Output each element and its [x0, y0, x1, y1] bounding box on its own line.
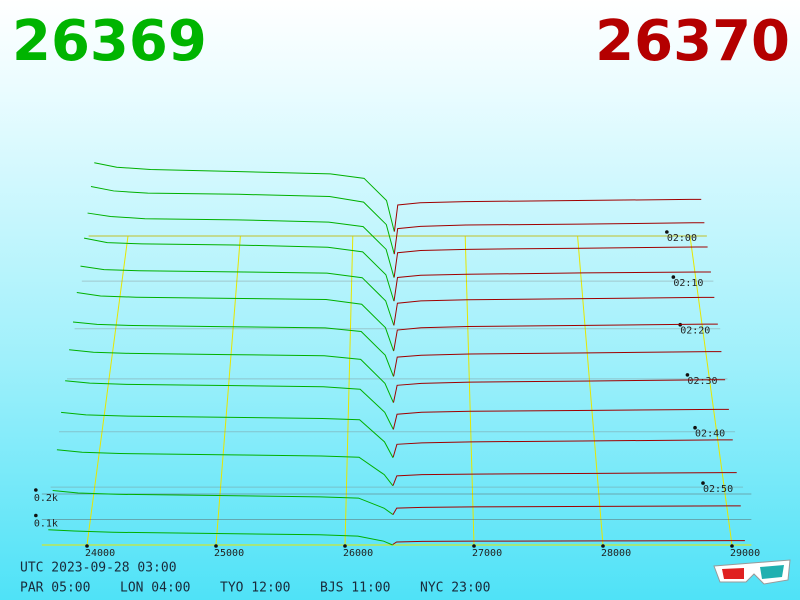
tick-dot	[693, 425, 697, 430]
bid-depth-line	[87, 212, 395, 278]
ask-depth-line	[392, 472, 737, 486]
grid-line	[577, 235, 604, 546]
bid-depth-line	[90, 185, 395, 254]
ask-depth-line	[392, 505, 741, 515]
tick-dot	[343, 544, 347, 548]
time-tick-label: 02:00	[667, 233, 697, 244]
ask-depth-line	[392, 379, 726, 403]
tick-dot	[34, 488, 38, 492]
zone-clock: TYO 12:00	[220, 581, 290, 596]
bid-depth-line	[48, 529, 393, 546]
x-tick-label: 24000	[85, 548, 115, 559]
time-tick-label: 02:40	[695, 429, 725, 440]
bid-depth-line	[80, 265, 395, 326]
ask-depth-line	[393, 222, 705, 255]
grid-line	[689, 235, 733, 546]
tick-dot	[214, 544, 218, 548]
bid-depth-line	[52, 490, 394, 515]
utc-clock: UTC 2023-09-28 03:00	[20, 561, 177, 576]
tick-dot	[34, 513, 38, 518]
x-tick-label: 26000	[343, 548, 373, 559]
ask-depth-line	[392, 439, 733, 458]
zone-clock: LON 04:00	[120, 581, 190, 596]
ask-depth-line	[392, 408, 729, 430]
grid-line	[344, 235, 354, 546]
bid-depth-line	[61, 411, 394, 459]
tick-dot	[730, 544, 734, 548]
ask-price: 26370	[595, 9, 790, 74]
x-tick-label: 28000	[601, 548, 631, 559]
bid-depth-line	[69, 349, 394, 403]
ask-depth-line	[393, 296, 715, 326]
tick-dot	[665, 230, 669, 234]
x-tick-label: 25000	[214, 548, 244, 559]
ask-depth-line	[393, 351, 722, 377]
tick-dot	[472, 544, 476, 548]
zone-clock: NYC 23:00	[420, 581, 490, 596]
tick-dot	[85, 544, 89, 548]
depth-tick-label: 0.1k	[34, 519, 58, 530]
ask-depth-line	[393, 271, 711, 302]
tick-dot	[601, 544, 605, 548]
tick-dot	[685, 373, 690, 377]
ask-depth-line	[393, 198, 702, 232]
bid-depth-line	[56, 449, 394, 487]
x-tick-label: 29000	[730, 548, 760, 559]
grid-line	[215, 235, 241, 546]
bid-depth-line	[94, 162, 395, 232]
grid-line	[464, 235, 475, 546]
x-tick-label: 27000	[472, 548, 502, 559]
tick-dot	[701, 481, 705, 485]
zone-clock: PAR 05:00	[20, 581, 90, 596]
time-tick-label: 02:10	[673, 278, 703, 289]
time-tick-label: 02:20	[680, 326, 710, 337]
time-tick-label: 02:50	[703, 484, 733, 495]
depth-tick-label: 0.2k	[34, 493, 58, 504]
bid-depth-line	[76, 292, 395, 352]
glasses-icon	[713, 559, 791, 585]
bid-depth-line	[72, 321, 394, 377]
ask-depth-line	[393, 246, 708, 278]
ask-depth-line	[393, 323, 718, 351]
bid-depth-line	[65, 380, 394, 430]
ask-depth-line	[392, 540, 745, 545]
bid-depth-line	[83, 237, 395, 302]
bid-price: 26369	[12, 9, 207, 74]
grid-line	[86, 235, 129, 546]
tick-dot	[671, 275, 676, 279]
time-tick-label: 02:30	[687, 376, 717, 387]
zone-clock: BJS 11:00	[320, 581, 390, 596]
